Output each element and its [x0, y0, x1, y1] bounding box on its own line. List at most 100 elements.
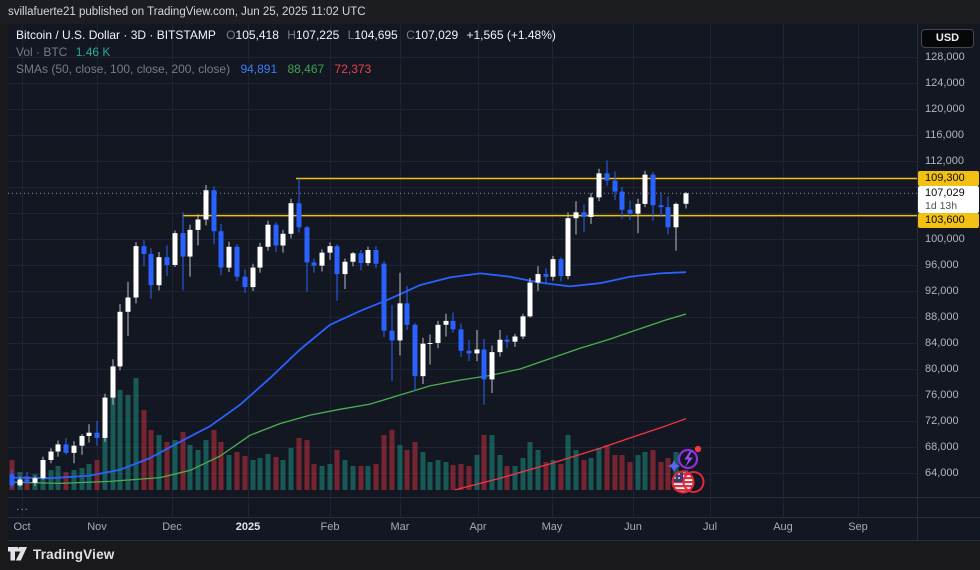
- volume-bar: [288, 448, 294, 490]
- candle-body: [658, 205, 664, 208]
- volume-bar: [619, 455, 625, 490]
- sparkle-star-icon: [668, 460, 680, 472]
- time-label-Jul: Jul: [702, 521, 718, 533]
- bar-countdown: 1d 13h: [925, 200, 958, 213]
- candle-body: [334, 246, 340, 275]
- candle-body: [32, 478, 38, 483]
- candle-body: [550, 259, 556, 277]
- collapsed-legend-button[interactable]: ...: [16, 499, 30, 513]
- volume-bar: [373, 464, 379, 490]
- volume-bar: [588, 458, 594, 490]
- volume-bar: [164, 442, 170, 490]
- candle-body: [71, 445, 77, 453]
- volume-bar: [504, 466, 510, 490]
- candle-body: [203, 190, 209, 220]
- line-price-label-109300[interactable]: 109,300: [918, 170, 979, 186]
- currency-toggle-button[interactable]: USD: [921, 29, 974, 48]
- volume-bar: [234, 452, 240, 490]
- candle-body: [588, 197, 594, 217]
- candle-body: [24, 479, 30, 483]
- grid-lines: [8, 24, 917, 517]
- volume-bar: [296, 438, 302, 490]
- price-tick-96000: 96,000: [925, 259, 959, 271]
- volume-bar: [365, 466, 371, 490]
- candle-body: [226, 246, 232, 268]
- high-value: 107,225: [295, 28, 340, 42]
- price-tick-120000: 120,000: [925, 103, 965, 115]
- candle-body: [304, 227, 310, 263]
- candle-body: [342, 261, 348, 275]
- volume-bars: [9, 373, 689, 490]
- candle-body: [9, 474, 15, 486]
- candle-body: [148, 253, 154, 286]
- tradingview-footer[interactable]: TradingView: [8, 546, 114, 562]
- candle-body: [265, 224, 271, 247]
- candle-body: [527, 282, 533, 317]
- volume-bar: [156, 435, 162, 490]
- price-tick-76000: 76,000: [925, 389, 959, 401]
- price-tick-92000: 92,000: [925, 285, 959, 297]
- candle-body: [257, 246, 263, 268]
- candle-body: [573, 212, 579, 219]
- price-tick-64000: 64,000: [925, 467, 959, 479]
- volume-bar: [481, 435, 487, 490]
- volume-label: Vol · BTC: [16, 45, 68, 59]
- volume-bar: [250, 460, 256, 490]
- open-label: O: [226, 28, 236, 42]
- candle-body: [311, 262, 317, 266]
- volume-bar: [596, 448, 602, 490]
- volume-bar: [558, 464, 564, 490]
- publisher-text: svillafuerte21 published on TradingView.…: [8, 6, 366, 18]
- candle-body: [474, 349, 480, 354]
- candle-body: [619, 191, 625, 210]
- last-price-value: 107,029: [925, 187, 965, 200]
- volume-bar: [497, 455, 503, 490]
- candle-body: [642, 174, 648, 204]
- candle-body: [288, 203, 294, 234]
- legend-volume-row[interactable]: Vol · BTC 1.46 K: [16, 44, 556, 60]
- candle-body: [48, 451, 54, 460]
- volume-bar: [404, 450, 410, 490]
- volume-bar: [550, 460, 556, 490]
- close-value: 107,029: [414, 28, 459, 42]
- candle-body: [520, 316, 526, 337]
- high-label: H: [287, 28, 296, 42]
- price-tick-124000: 124,000: [925, 77, 965, 89]
- candle-body: [211, 190, 217, 232]
- candle-body: [535, 274, 541, 283]
- price-tick-116000: 116,000: [925, 129, 964, 141]
- volume-bar: [257, 458, 263, 490]
- volume-bar: [489, 435, 495, 490]
- change-value: +1,565 (+1.48%): [466, 28, 556, 42]
- volume-bar: [474, 455, 480, 490]
- volume-bar: [141, 410, 147, 490]
- volume-bar: [650, 450, 656, 490]
- volume-bar: [63, 472, 69, 490]
- candle-body: [612, 180, 618, 192]
- volume-bar: [435, 460, 441, 490]
- close-label: C: [406, 28, 415, 42]
- symbol-title[interactable]: Bitcoin / U.S. Dollar · 3D · BITSTAMP: [16, 28, 216, 42]
- volume-bar: [125, 395, 131, 490]
- open-value: 105,418: [235, 28, 279, 42]
- candle-body: [604, 173, 610, 181]
- candle-body: [365, 250, 371, 264]
- line-price-label-103600[interactable]: 103,600: [918, 212, 979, 228]
- candle-body: [296, 203, 302, 228]
- volume-bar: [535, 450, 541, 490]
- time-label-Dec: Dec: [162, 521, 182, 533]
- emoji-stickers[interactable]: [668, 445, 705, 494]
- time-label-Feb: Feb: [320, 521, 340, 533]
- legend-symbol-row[interactable]: Bitcoin / U.S. Dollar · 3D · BITSTAMP O1…: [16, 27, 556, 43]
- volume-bar: [412, 442, 418, 490]
- price-tick-72000: 72,000: [925, 415, 959, 427]
- legend-sma-row[interactable]: SMAs (50, close, 100, close, 200, close)…: [16, 61, 556, 77]
- candle-body: [665, 207, 671, 228]
- candle-body: [373, 250, 379, 264]
- volume-bar: [512, 466, 518, 490]
- candle-body: [512, 336, 518, 342]
- candle-body: [358, 253, 364, 264]
- candle-body: [133, 246, 139, 298]
- candle-body: [489, 352, 495, 380]
